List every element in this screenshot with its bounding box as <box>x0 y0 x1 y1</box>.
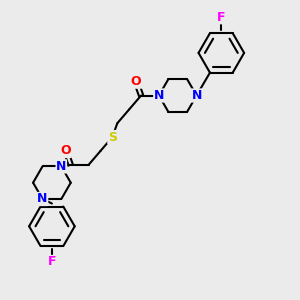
Text: N: N <box>154 89 164 102</box>
Text: O: O <box>61 145 71 158</box>
Text: O: O <box>131 75 141 88</box>
Text: S: S <box>108 130 117 144</box>
Text: N: N <box>191 89 202 102</box>
Text: N: N <box>56 160 67 173</box>
Text: N: N <box>37 193 48 206</box>
Text: F: F <box>48 256 56 268</box>
Text: F: F <box>217 11 226 24</box>
